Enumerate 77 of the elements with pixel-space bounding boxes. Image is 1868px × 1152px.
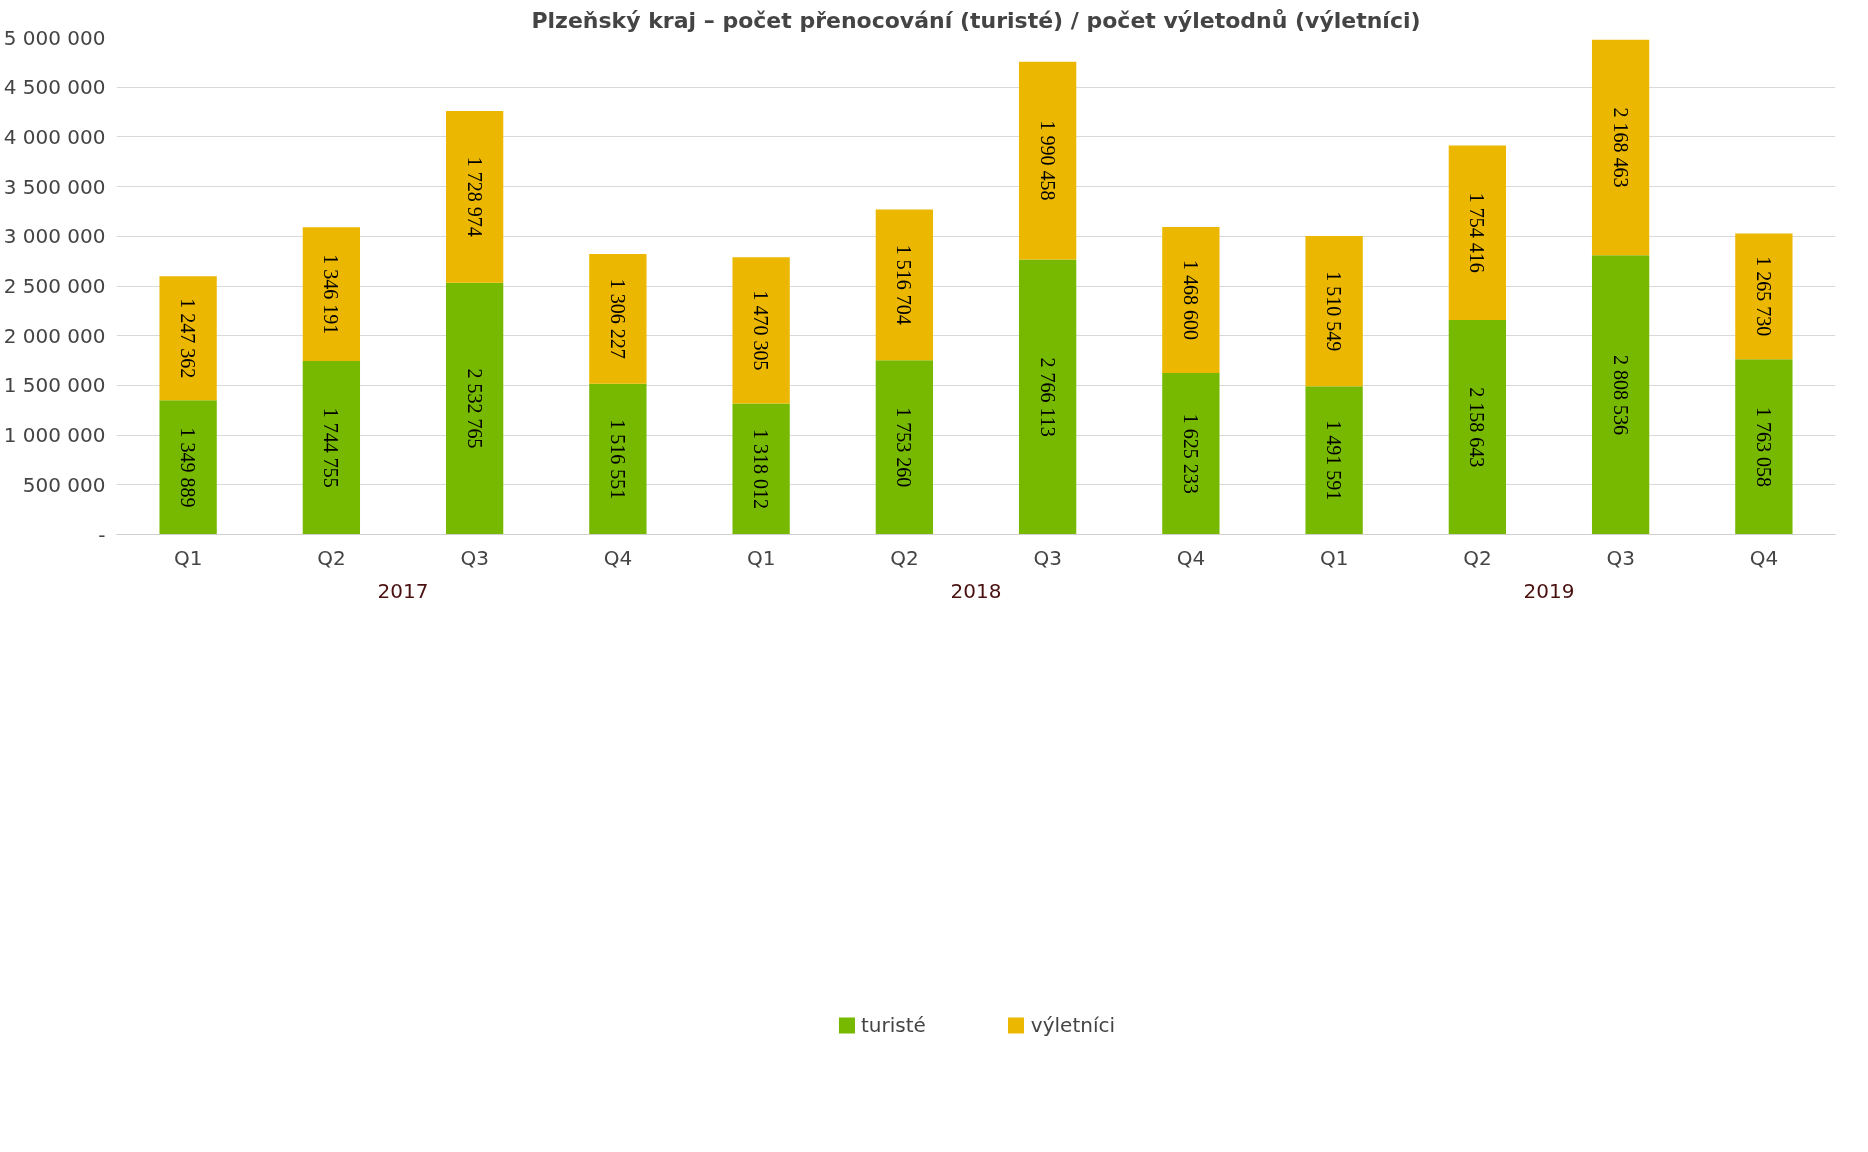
y-tick-label: 3 000 000 (3, 224, 106, 249)
bar (302, 227, 361, 362)
y-tick-label: 4 500 000 (3, 75, 106, 100)
data-label: 2 766 113 (1036, 357, 1059, 437)
x-tick-label: Q3 (1606, 545, 1635, 570)
data-label: 2 168 463 (1609, 107, 1632, 188)
text: 2018 (950, 578, 1002, 603)
y-tick-label: 4 000 000 (3, 124, 106, 149)
data-label: 1 491 591 (1323, 420, 1346, 501)
data-label: 2 158 643 (1466, 387, 1489, 468)
data-label: 1 763 058 (1752, 406, 1775, 487)
y-tick-label: 5 000 000 (3, 25, 106, 50)
y-tick-label: 500 000 (22, 472, 106, 497)
data-label: 1 346 191 (320, 254, 343, 335)
y-tick-label: - (98, 522, 106, 547)
x-tick-label: Q4 (1176, 545, 1206, 570)
y-tick-label: 2 500 000 (3, 274, 106, 298)
x-tick-label: Q4 (1749, 545, 1779, 570)
x-tick-label: Q4 (603, 545, 633, 570)
bar (1591, 255, 1650, 535)
x-tick-label: Q1 (1319, 545, 1349, 570)
y-tick-label: 1 500 000 (3, 373, 106, 398)
x-tick-label: Q2 (1463, 545, 1492, 570)
x-tick-label: Q2 (890, 545, 919, 570)
bar (1448, 319, 1507, 535)
bar (875, 360, 934, 535)
data-label: 1 516 704 (893, 244, 916, 325)
bar (732, 257, 790, 404)
bar (875, 209, 934, 361)
data-label: 1 990 458 (1036, 120, 1059, 201)
data-label: 1 306 227 (606, 278, 629, 359)
bar (159, 400, 217, 535)
bar (159, 276, 217, 401)
bar (1305, 386, 1363, 535)
bar (1735, 359, 1793, 535)
legend-label: turisté (860, 1013, 926, 1038)
bar (732, 403, 790, 535)
x-tick-label: Q1 (746, 545, 776, 570)
text: 2017 (377, 578, 429, 603)
data-label: 1 753 260 (893, 407, 916, 488)
data-label: 1 754 416 (1466, 192, 1489, 273)
x-tick-label: Q3 (460, 545, 489, 570)
bar (1305, 236, 1363, 387)
bar (1018, 259, 1077, 535)
data-label: 1 318 012 (750, 428, 773, 509)
x-tick-label: Q2 (317, 545, 346, 570)
bar (1735, 233, 1793, 360)
data-label: 1 516 551 (606, 419, 629, 500)
text: 2019 (1523, 578, 1575, 603)
bar (589, 383, 647, 535)
bar (1162, 226, 1220, 373)
data-label: 2 808 536 (1609, 354, 1632, 435)
bar (1018, 61, 1077, 260)
bar (1162, 372, 1220, 535)
y-tick-label: 3 500 000 (3, 174, 106, 199)
bar (1591, 39, 1650, 256)
y-tick-label: 2 000 000 (3, 323, 106, 348)
x-tick-label: Q1 (173, 545, 203, 570)
data-label: 1 470 305 (750, 290, 773, 371)
data-label: 1 744 755 (320, 407, 343, 488)
bar (1448, 145, 1507, 320)
data-label: 1 510 549 (1323, 271, 1346, 352)
data-label: 1 247 362 (177, 298, 200, 379)
data-label: 2 532 765 (463, 368, 486, 449)
bar (445, 282, 504, 535)
bar (445, 110, 504, 283)
data-label: 1 349 889 (177, 427, 200, 508)
x-tick-label: Q3 (1033, 545, 1062, 570)
data-label: 1 265 730 (1752, 256, 1775, 337)
bar (589, 253, 647, 384)
bar (302, 361, 361, 535)
y-tick-label: 1 000 000 (3, 423, 106, 448)
data-label: 1 728 974 (463, 156, 486, 237)
legend-label: výletníci (1030, 1013, 1116, 1038)
chart-title: Plzeňský kraj – počet přenocování (turisté) / počet výletodnů (výletníci) (531, 7, 1421, 33)
data-label: 1 625 233 (1179, 413, 1202, 494)
data-label: 1 468 600 (1179, 259, 1202, 340)
